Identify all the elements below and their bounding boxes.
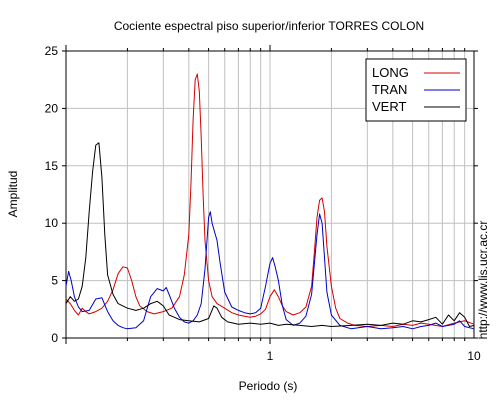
side-url-label: http://www.lis.ucr.ac.cr — [476, 221, 490, 340]
x-tick-label: 10 — [467, 349, 481, 363]
x-axis-title: Periodo (s) — [239, 379, 298, 393]
legend-label-long: LONG — [372, 65, 409, 80]
legend: LONG TRAN VERT — [365, 58, 467, 122]
y-tick-label: 20 — [45, 101, 59, 115]
series-line-vert — [65, 142, 475, 327]
x-tick-label: 1 — [267, 349, 274, 363]
chart-title: Cociente espectral piso superior/inferio… — [114, 19, 424, 33]
y-tick-label: 10 — [45, 216, 59, 230]
y-tick-label: 15 — [45, 159, 59, 173]
series-line-long — [65, 73, 475, 327]
y-axis-title: Amplitud — [6, 171, 20, 218]
y-tick-label: 0 — [51, 331, 58, 345]
legend-label-vert: VERT — [372, 99, 406, 114]
series-line-tran — [65, 211, 475, 330]
y-tick-label: 5 — [51, 274, 58, 288]
axes: 0 5 10 15 20 25 1 10 — [45, 44, 481, 363]
y-tick-label: 25 — [45, 44, 59, 58]
legend-label-tran: TRAN — [372, 82, 407, 97]
series-layer — [65, 73, 475, 330]
